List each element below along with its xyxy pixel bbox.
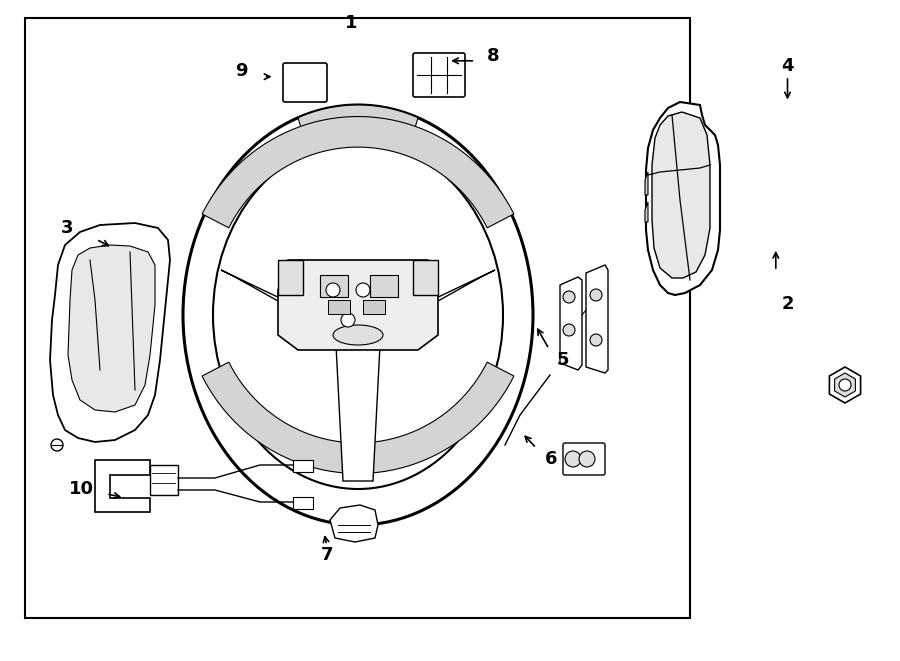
Text: 7: 7 [320,546,333,564]
Polygon shape [413,260,438,295]
Circle shape [326,283,340,297]
Polygon shape [646,102,720,295]
Bar [363,300,385,314]
Circle shape [590,289,602,301]
Bar [293,497,313,509]
Circle shape [563,291,575,303]
Polygon shape [68,245,155,412]
Polygon shape [202,362,514,473]
Bar [328,300,350,314]
Text: 4: 4 [781,57,794,75]
Text: 6: 6 [544,450,557,469]
Circle shape [341,313,355,327]
Ellipse shape [183,105,533,525]
Bar [320,275,348,297]
Circle shape [579,451,595,467]
Polygon shape [386,270,495,330]
Text: 5: 5 [556,351,569,369]
Polygon shape [834,373,855,397]
Polygon shape [652,112,710,278]
Polygon shape [830,367,860,403]
FancyBboxPatch shape [413,53,465,97]
Polygon shape [298,105,418,151]
FancyBboxPatch shape [563,443,605,475]
Text: 2: 2 [781,295,794,313]
Circle shape [563,324,575,336]
Bar [25,18,690,618]
Circle shape [51,439,63,451]
Text: 8: 8 [487,47,500,65]
Circle shape [590,334,602,346]
Polygon shape [278,260,303,295]
Bar [293,460,313,472]
Polygon shape [560,277,582,370]
Circle shape [839,379,851,391]
Polygon shape [50,223,170,442]
Polygon shape [330,505,378,542]
Polygon shape [278,260,438,350]
Polygon shape [202,116,514,228]
Text: 3: 3 [61,219,74,237]
Circle shape [356,283,370,297]
Polygon shape [645,172,648,195]
Circle shape [565,451,581,467]
Bar [150,465,178,495]
Text: 10: 10 [68,480,94,498]
Ellipse shape [213,141,503,489]
Polygon shape [586,265,608,373]
Bar [370,275,398,297]
Ellipse shape [333,325,383,345]
Polygon shape [336,345,380,481]
Polygon shape [645,202,648,222]
FancyBboxPatch shape [283,63,327,102]
Polygon shape [95,460,150,512]
Text: 1: 1 [345,14,357,32]
Polygon shape [221,270,330,330]
Text: 9: 9 [235,62,248,81]
